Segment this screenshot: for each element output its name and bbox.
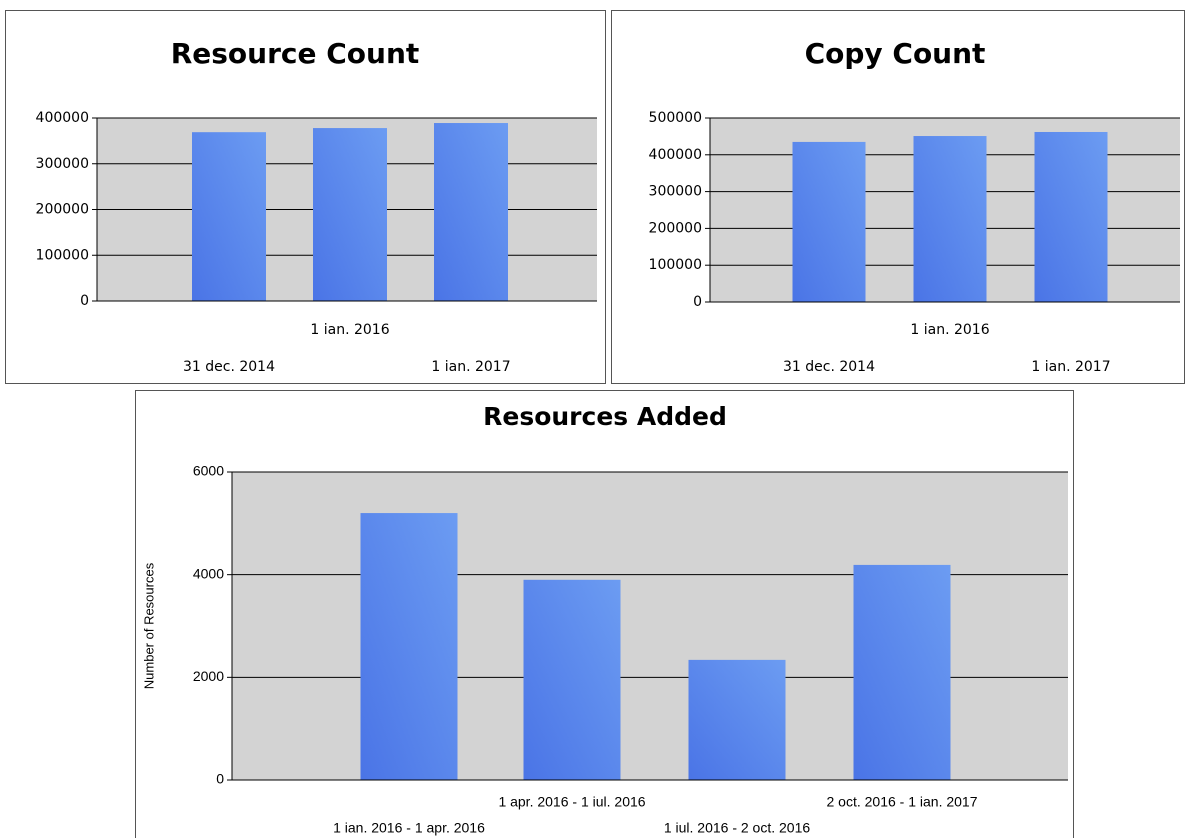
x-tick-label: 1 ian. 2016 - 1 apr. 2016 (333, 820, 485, 836)
x-tick-label: 1 ian. 2016 (310, 322, 389, 338)
y-tick-label: 0 (216, 771, 224, 787)
y-tick-label: 200000 (36, 202, 89, 218)
chart: Resources Added 0 2000 4000 6000 1 ian. 2016 … (135, 390, 1074, 838)
y-tick-label: 100000 (649, 257, 702, 273)
chart: Copy Count 0 100000 200000 300000 400000 50000… (611, 10, 1185, 384)
bar (913, 136, 987, 302)
x-tick-label: 1 apr. 2016 - 1 iul. 2016 (498, 794, 645, 810)
y-tick-label: 300000 (36, 156, 89, 172)
bar (688, 659, 786, 780)
x-tick-label: 31 dec. 2014 (783, 359, 875, 375)
y-tick-label: 400000 (36, 110, 89, 126)
bar (853, 564, 951, 780)
chart-title: Resource Count (171, 37, 420, 70)
y-tick-label: 400000 (649, 147, 702, 163)
y-tick-label: 2000 (193, 668, 224, 684)
x-tick-label: 1 ian. 2016 (910, 322, 989, 338)
bar (360, 513, 458, 780)
x-tick-label: 2 oct. 2016 - 1 ian. 2017 (827, 794, 978, 810)
y-tick-label: 200000 (649, 220, 702, 236)
chart-title: Resources Added (483, 402, 727, 431)
x-tick-label: 31 dec. 2014 (183, 359, 275, 375)
y-axis-label: Number of Resources (141, 562, 156, 689)
bar (1034, 131, 1108, 302)
y-tick-label: 100000 (36, 247, 89, 263)
bar (792, 141, 866, 302)
chart: Resource Count 0 100000 200000 300000 400000 3… (5, 10, 606, 384)
chart-title: Copy Count (805, 37, 986, 70)
x-tick-label: 1 ian. 2017 (1031, 359, 1110, 375)
bar (313, 128, 387, 301)
y-tick-label: 6000 (193, 463, 224, 479)
y-tick-label: 0 (80, 293, 89, 309)
y-tick-label: 4000 (193, 565, 224, 581)
y-tick-label: 0 (693, 294, 702, 310)
x-tick-label: 1 iul. 2016 - 2 oct. 2016 (664, 820, 811, 836)
y-tick-label: 300000 (649, 184, 702, 200)
bar (434, 123, 508, 301)
x-tick-label: 1 ian. 2017 (431, 359, 510, 375)
bar (523, 579, 621, 780)
bar (192, 132, 266, 301)
y-tick-label: 500000 (649, 110, 702, 126)
